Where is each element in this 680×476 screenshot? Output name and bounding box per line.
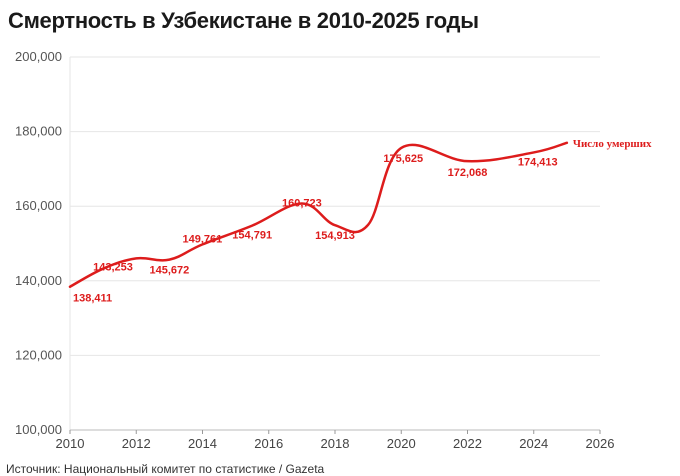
- source-note: Источник: Национальный комитет по статис…: [6, 462, 325, 476]
- data-label: 145,672: [149, 265, 189, 277]
- y-tick-label: 140,000: [15, 273, 62, 288]
- x-tick-label: 2026: [586, 436, 615, 451]
- data-label: 154,791: [232, 230, 272, 242]
- x-tick-label: 2024: [519, 436, 548, 451]
- x-tick-label: 2012: [122, 436, 151, 451]
- x-tick-label: 2018: [321, 436, 350, 451]
- y-tick-label: 180,000: [15, 124, 62, 139]
- x-axis-ticks: 2010 2012 2014 2016 2018 2020 2022 2024 2026: [56, 430, 615, 451]
- data-label: 149,761: [183, 233, 223, 245]
- y-tick-label: 200,000: [15, 49, 62, 64]
- series-label: Число умерших: [573, 138, 652, 150]
- data-label: 154,913: [315, 230, 355, 242]
- x-tick-label: 2010: [56, 436, 85, 451]
- data-label: 174,413: [518, 156, 558, 168]
- data-label: 138,411: [73, 293, 112, 305]
- x-tick-label: 2014: [188, 436, 217, 451]
- y-tick-label: 160,000: [15, 198, 62, 213]
- series-line-deaths: [68, 141, 569, 288]
- data-label: 175,625: [383, 153, 423, 165]
- data-label: 160,723: [282, 198, 322, 210]
- data-label: 172,068: [448, 167, 488, 179]
- y-tick-label: 100,000: [15, 422, 62, 437]
- gridlines: [69, 56, 600, 431]
- y-axis-ticks: 100,000 120,000 140,000 160,000 180,000 200,0…: [15, 49, 62, 437]
- data-label: 143,253: [93, 262, 133, 274]
- x-tick-label: 2020: [387, 436, 416, 451]
- x-tick-label: 2016: [254, 436, 283, 451]
- chart-title: Смертность в Узбекистане в 2010-2025 год…: [8, 8, 479, 33]
- data-labels: 138,411 143,253 145,672 149,761 154,791 160,7…: [73, 153, 558, 305]
- y-tick-label: 120,000: [15, 347, 62, 362]
- x-tick-label: 2022: [453, 436, 482, 451]
